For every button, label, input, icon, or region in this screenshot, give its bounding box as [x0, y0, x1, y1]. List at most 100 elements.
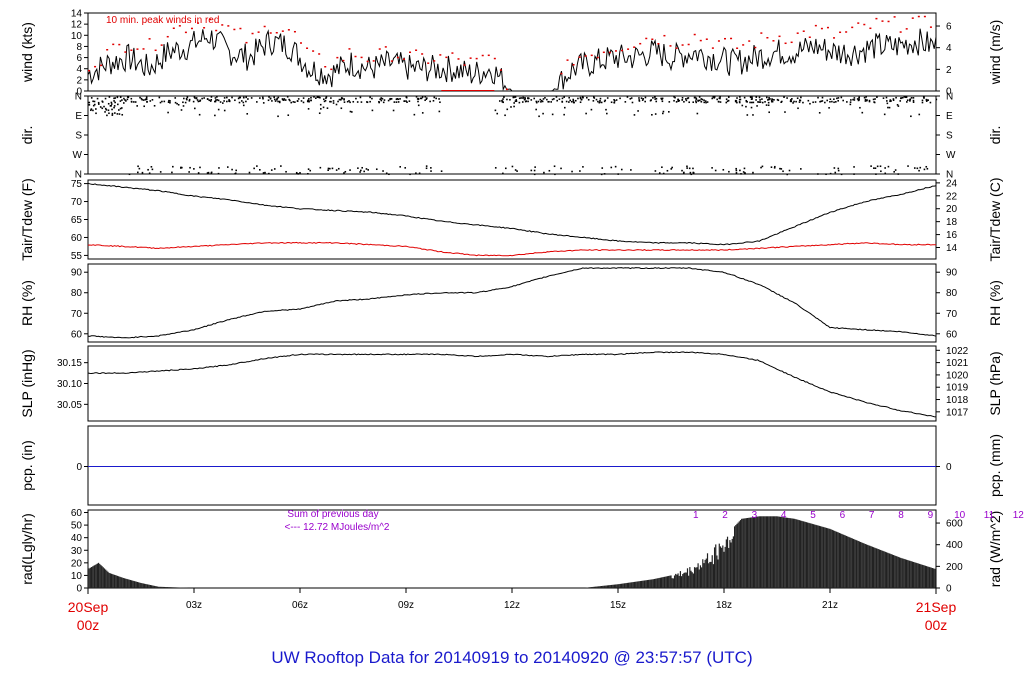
- wind-direction-point: [104, 111, 106, 113]
- wind-direction-point: [829, 172, 832, 175]
- wind-direction-point: [319, 96, 321, 99]
- wind-direction-point: [835, 101, 837, 103]
- wind-direction-point: [825, 173, 827, 176]
- wind-direction-point: [780, 168, 783, 170]
- wind-direction-point: [788, 169, 791, 172]
- wind-direction-point: [603, 173, 606, 175]
- wind-direction-point: [501, 100, 504, 103]
- y-tick-label-right: N: [946, 170, 953, 181]
- peak-wind-mark: [281, 30, 284, 32]
- wind-direction-point: [661, 98, 663, 101]
- wind-direction-point: [582, 166, 584, 168]
- wind-direction-point: [141, 171, 144, 174]
- wind-direction-point: [406, 101, 408, 104]
- wind-direction-point: [802, 101, 804, 104]
- hour-count-label: 4: [781, 510, 787, 521]
- wind-direction-point: [140, 97, 143, 100]
- wind-direction-point: [613, 101, 616, 104]
- wind-direction-point: [498, 100, 501, 102]
- wind-direction-point: [740, 173, 742, 175]
- wind-direction-point: [163, 100, 166, 103]
- y-tick-label-left: 0: [76, 462, 82, 473]
- wind-direction-point: [861, 111, 864, 114]
- y-tick-label-right: 1019: [946, 383, 969, 394]
- peak-wind-mark: [136, 48, 139, 50]
- hour-count-label: 7: [869, 510, 875, 521]
- wind-direction-point: [600, 173, 603, 176]
- wind-direction-point: [752, 101, 755, 104]
- wind-direction-point: [568, 96, 570, 99]
- wind-direction-point: [128, 173, 131, 176]
- wind-direction-point: [846, 101, 848, 103]
- peak-wind-mark: [839, 31, 842, 34]
- wind-direction-point: [280, 165, 282, 167]
- wind-direction-point: [97, 101, 100, 104]
- peak-wind-mark: [354, 55, 357, 58]
- wind-direction-point: [580, 98, 583, 101]
- wind-direction-point: [324, 99, 327, 102]
- peak-wind-mark: [493, 57, 496, 60]
- peak-wind-mark: [184, 31, 187, 34]
- wind-direction-point: [901, 96, 904, 99]
- peak-wind-mark: [711, 47, 714, 49]
- y-tick-label-right: 24: [946, 178, 958, 189]
- peak-wind-mark: [88, 69, 90, 72]
- wind-direction-point: [245, 96, 247, 99]
- wind-direction-point: [828, 107, 830, 109]
- wind-direction-point: [262, 102, 265, 104]
- wind-direction-point: [515, 100, 518, 102]
- y-tick-label-left: E: [75, 111, 82, 122]
- peak-wind-mark: [342, 59, 345, 62]
- wind-direction-point: [201, 97, 203, 100]
- hour-count-label: 1: [693, 510, 699, 521]
- wind-direction-point: [889, 100, 891, 103]
- wind-direction-point: [812, 101, 814, 104]
- wind-direction-point: [141, 98, 143, 101]
- wind-direction-point: [734, 100, 737, 103]
- wind-direction-point: [217, 172, 220, 175]
- wind-direction-point: [139, 96, 141, 99]
- wind-direction-point: [746, 114, 749, 116]
- y-tick-label-left: 40: [71, 533, 83, 544]
- wind-direction-point: [600, 101, 603, 104]
- wind-direction-point: [513, 102, 515, 104]
- wind-direction-point: [577, 97, 579, 100]
- y-tick-label-right: 16: [946, 230, 958, 241]
- wind-direction-point: [739, 96, 741, 98]
- peak-wind-mark: [796, 32, 799, 34]
- wind-direction-point: [290, 101, 293, 104]
- peak-wind-mark: [190, 27, 193, 30]
- y-axis-label-right: dir.: [987, 126, 1003, 145]
- wind-direction-point: [307, 168, 310, 170]
- wind-direction-point: [180, 109, 183, 111]
- y-tick-label-left: 10: [71, 571, 83, 582]
- wind-direction-point: [210, 98, 213, 101]
- wind-direction-point: [248, 171, 251, 174]
- y-tick-label-left: 55: [71, 251, 83, 262]
- wind-direction-point: [849, 101, 852, 103]
- wind-direction-point: [829, 98, 832, 101]
- wind-direction-point: [929, 101, 932, 104]
- wind-direction-point: [533, 97, 536, 100]
- wind-direction-point: [421, 112, 424, 114]
- wind-direction-point: [771, 100, 774, 103]
- wind-direction-point: [231, 96, 233, 99]
- wind-direction-point: [438, 110, 441, 113]
- peak-wind-mark: [621, 49, 624, 52]
- wind-direction-point: [393, 101, 396, 103]
- y-axis-label-right: SLP (hPa): [987, 351, 1003, 415]
- wind-direction-point: [670, 168, 673, 170]
- peak-wind-mark: [851, 26, 854, 29]
- wind-direction-point: [206, 172, 209, 174]
- wind-direction-point: [285, 170, 287, 173]
- wind-direction-point: [399, 98, 401, 100]
- wind-direction-point: [599, 97, 602, 100]
- wind-direction-point: [104, 107, 107, 110]
- annotation-sum-value: <--- 12.72 MJoules/m^2: [284, 522, 389, 533]
- wind-direction-point: [764, 101, 766, 103]
- wind-direction-point: [892, 99, 895, 102]
- wind-direction-point: [876, 165, 879, 168]
- wind-direction-point: [603, 100, 606, 103]
- peak-wind-mark: [427, 62, 430, 64]
- wind-direction-point: [514, 169, 517, 171]
